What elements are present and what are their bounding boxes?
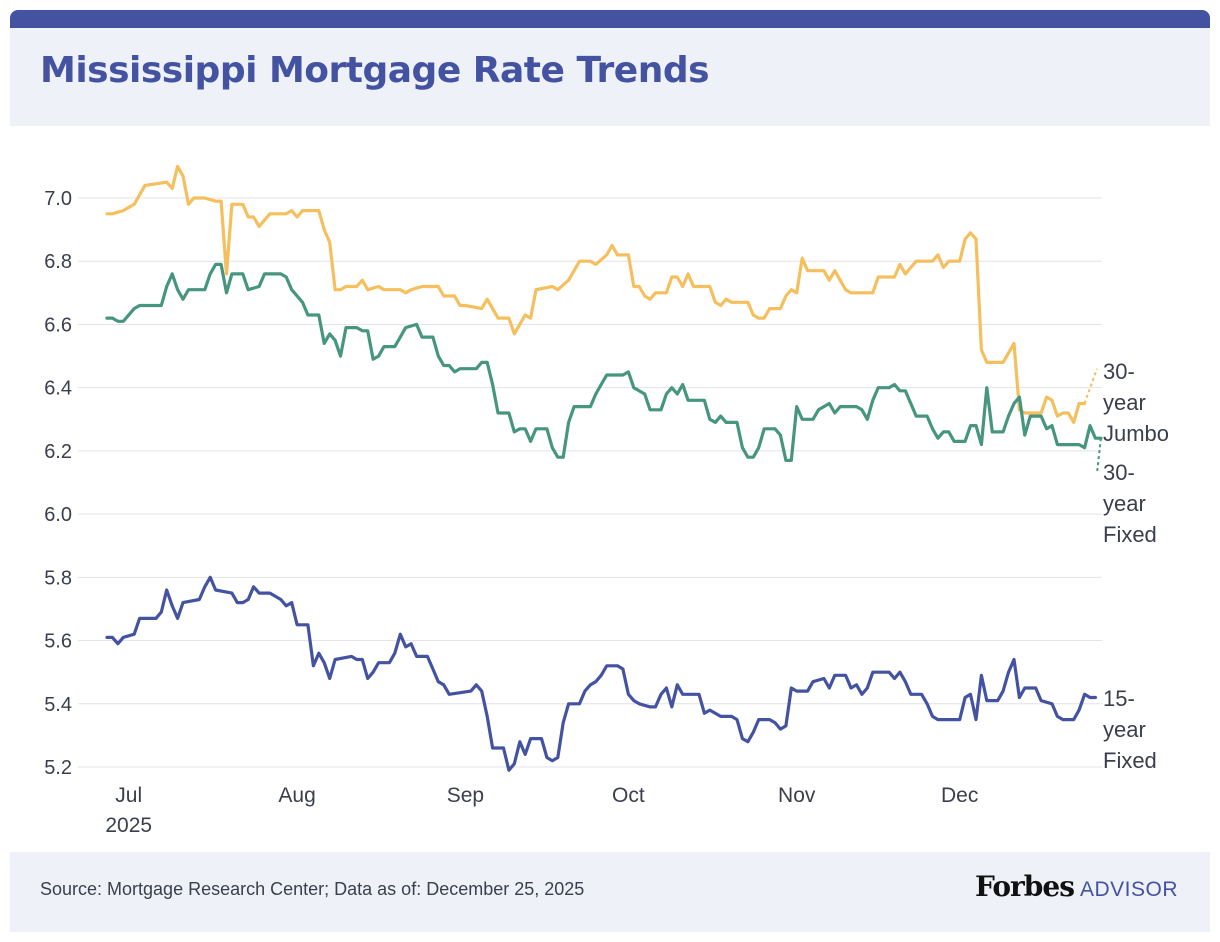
chart-footer: Source: Mortgage Research Center; Data a…	[10, 852, 1210, 932]
y-tick-label: 5.8	[44, 567, 72, 589]
series-label: Fixed	[1103, 522, 1157, 547]
y-tick-label: 5.2	[44, 757, 72, 779]
series-label: Fixed	[1103, 748, 1157, 773]
y-tick-label: 6.6	[44, 314, 72, 336]
y-tick-label: 5.4	[44, 694, 72, 716]
series-label: year	[1103, 717, 1146, 742]
series-projection	[1096, 438, 1102, 474]
y-tick-label: 6.2	[44, 441, 72, 463]
y-tick-label: 5.6	[44, 631, 72, 653]
x-tick-label: Dec	[941, 784, 978, 807]
y-tick-label: 6.8	[44, 251, 72, 273]
series-label: 15-	[1103, 686, 1135, 711]
series-label: 30-	[1103, 359, 1135, 384]
series-line	[105, 164, 1087, 424]
series-label: 30-	[1103, 460, 1135, 485]
y-tick-label: 6.4	[44, 378, 72, 400]
y-tick-label: 6.0	[44, 504, 72, 526]
x-tick-label: Jul	[115, 784, 142, 807]
series-projection	[1083, 368, 1098, 404]
source-note: Source: Mortgage Research Center; Data a…	[40, 879, 585, 899]
x-tick-label: Sep	[447, 784, 484, 807]
series-line	[105, 575, 1098, 772]
header-accent-bar	[10, 10, 1210, 28]
x-tick-label: Aug	[278, 784, 315, 807]
series-line	[105, 262, 1103, 462]
series-label: year	[1103, 491, 1146, 516]
forbes-advisor-logo: Forbes ADVISOR	[975, 870, 1178, 903]
logo-subtitle: ADVISOR	[1079, 878, 1178, 901]
series-label: Jumbo	[1103, 421, 1169, 446]
logo-wordmark: Forbes	[975, 870, 1075, 903]
chart-title: Mississippi Mortgage Rate Trends	[40, 50, 710, 91]
x-tick-year-label: 2025	[105, 814, 152, 837]
chart-header: Mississippi Mortgage Rate Trends	[10, 28, 1210, 126]
series-label: year	[1103, 390, 1146, 415]
y-tick-label: 7.0	[44, 188, 72, 210]
x-tick-label: Oct	[612, 784, 645, 807]
x-tick-label: Nov	[778, 784, 816, 807]
